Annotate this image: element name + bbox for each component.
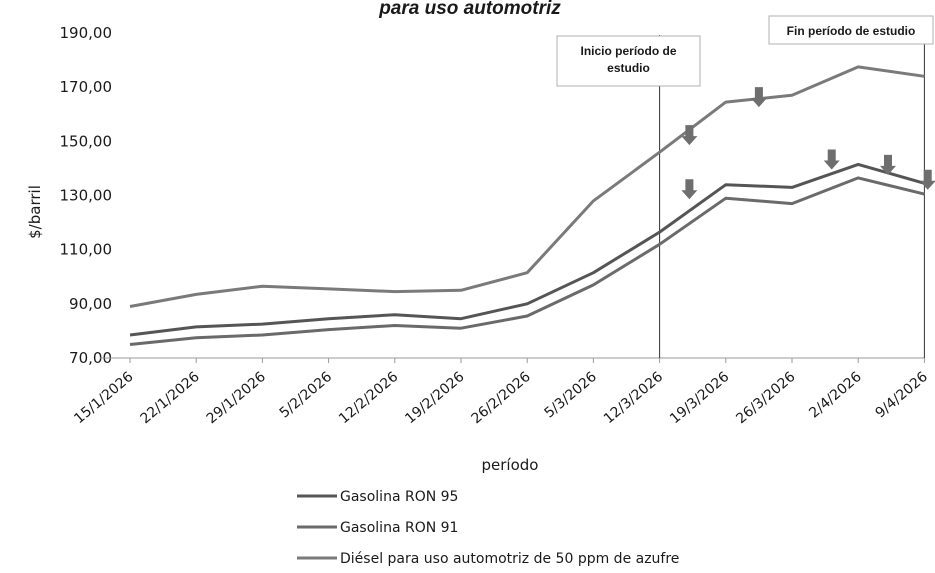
- x-tick-label: 9/4/2026: [873, 369, 932, 422]
- annotation-label: Inicio período de: [580, 44, 676, 58]
- down-arrow-icon: [919, 169, 935, 190]
- legend-label: Gasolina RON 91: [340, 520, 458, 536]
- y-tick-label: 130,00: [60, 187, 113, 205]
- x-axis-ticks: 15/1/2026 22/1/2026 29/1/2026 5/2/2026 12/2/…: [71, 369, 931, 427]
- series-line: [129, 176, 925, 346]
- down-arrow-icon: [750, 87, 767, 108]
- x-tick-label: 15/1/2026: [71, 369, 136, 427]
- y-tick-label: 90,00: [69, 295, 112, 313]
- y-axis-ticks: 70,00 90,00 110,00 130,00 150,00 170,00 190,00: [60, 24, 113, 367]
- x-tick-label: 26/3/2026: [733, 369, 798, 427]
- x-tick-label: 22/1/2026: [137, 369, 202, 427]
- x-tick-label: 2/4/2026: [806, 369, 865, 422]
- down-arrow-icon: [681, 125, 698, 146]
- x-axis-title: período: [482, 456, 539, 474]
- x-tick-label: 29/1/2026: [204, 369, 269, 427]
- y-tick-label: 110,00: [60, 241, 113, 259]
- study-period-lines: [659, 35, 925, 358]
- x-tick-label: 5/3/2026: [542, 369, 601, 422]
- annotation-box: [768, 15, 934, 45]
- y-tick-label: 170,00: [60, 78, 113, 96]
- legend: Gasolina RON 95 Gasolina RON 91 Diésel par…: [297, 489, 679, 567]
- down-arrow-markers: [681, 87, 935, 200]
- annotation-label: estudio: [607, 61, 650, 75]
- y-tick-label: 190,00: [60, 24, 113, 42]
- x-tick-label: 12/2/2026: [336, 369, 401, 427]
- x-tick-label: 5/2/2026: [277, 369, 336, 422]
- series-lines: [129, 65, 925, 346]
- legend-label: Gasolina RON 95: [340, 489, 458, 505]
- down-arrow-icon: [681, 179, 698, 200]
- down-arrow-icon: [879, 154, 896, 175]
- series-line: [129, 162, 925, 337]
- annotation-box: [556, 35, 701, 87]
- x-tick-label: 19/2/2026: [402, 369, 467, 427]
- x-axis-line: [100, 357, 925, 363]
- x-tick-label: 26/2/2026: [468, 369, 533, 427]
- down-arrow-icon: [823, 149, 840, 170]
- x-tick-label: 19/3/2026: [667, 369, 732, 427]
- legend-label: Diésel para uso automotriz de 50 ppm de …: [340, 551, 679, 567]
- y-tick-label: 150,00: [60, 132, 113, 150]
- annotation-boxes: Inicio período de estudio Fin período de e…: [556, 15, 934, 87]
- annotation-label: Fin período de estudio: [787, 24, 916, 38]
- series-line: [129, 65, 925, 308]
- x-tick-label: 12/3/2026: [601, 369, 666, 427]
- chart-title: para uso automotriz: [378, 0, 561, 19]
- y-tick-label: 70,00: [69, 349, 112, 367]
- y-axis-title: $/barril: [26, 185, 44, 239]
